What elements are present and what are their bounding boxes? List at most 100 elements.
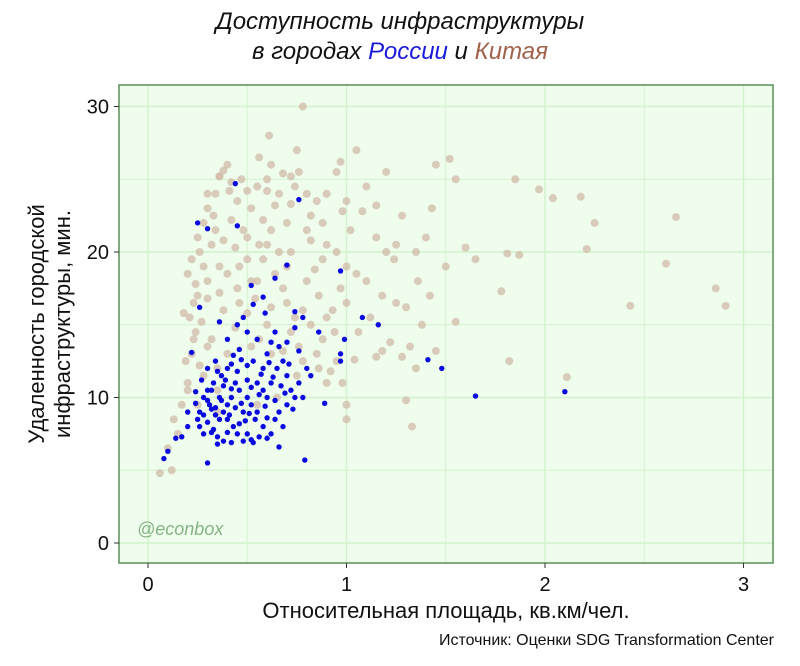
china-point	[322, 378, 331, 387]
china-point	[425, 291, 434, 300]
russia-point	[242, 418, 248, 424]
china-point	[318, 335, 327, 344]
russia-point	[284, 402, 290, 408]
russia-point	[234, 368, 241, 375]
russia-point	[224, 365, 231, 372]
china-point	[354, 328, 363, 337]
russia-point	[204, 419, 211, 425]
x-axis-label: Относительная площадь, кв.км/чел.	[262, 598, 629, 623]
china-point	[223, 160, 232, 169]
china-point	[286, 328, 295, 337]
russia-point	[218, 397, 225, 404]
china-point	[562, 373, 571, 382]
russia-point	[246, 410, 252, 417]
russia-point	[260, 294, 266, 300]
russia-point	[185, 423, 191, 430]
russia-point	[240, 438, 246, 444]
russia-point	[302, 457, 308, 463]
y-axis-label-line1: Удаленность городской	[24, 204, 49, 444]
china-point	[411, 364, 420, 373]
russia-point	[274, 365, 280, 372]
russia-point	[196, 304, 203, 310]
china-point	[251, 294, 260, 303]
chart-title-line2: в городах России и Китая	[0, 37, 800, 67]
russia-point	[250, 301, 256, 308]
china-point	[322, 313, 331, 322]
russia-point	[260, 423, 266, 430]
russia-point	[224, 336, 231, 342]
china-point	[417, 320, 426, 329]
china-point	[203, 294, 212, 303]
china-point	[398, 352, 407, 361]
china-point	[515, 250, 524, 259]
china-point	[298, 102, 307, 111]
china-point	[271, 269, 280, 278]
russia-point	[300, 314, 306, 321]
russia-point	[214, 434, 221, 440]
russia-point	[337, 351, 344, 357]
russia-point	[236, 420, 243, 427]
china-point	[189, 298, 198, 307]
russia-point	[244, 377, 250, 383]
russia-point	[292, 394, 298, 401]
china-point	[203, 342, 212, 351]
china-point	[219, 236, 228, 245]
chart-title-line1: Доступность инфраструктуры	[215, 8, 585, 35]
russia-point	[254, 336, 260, 342]
russia-point	[196, 409, 203, 415]
russia-point	[262, 403, 268, 409]
russia-point	[208, 406, 215, 412]
china-point	[431, 346, 440, 355]
china-point	[318, 255, 327, 264]
russia-point	[260, 365, 266, 372]
russia-point	[248, 282, 254, 289]
china-point	[328, 306, 337, 315]
china-point	[390, 255, 399, 264]
china-point	[503, 249, 512, 258]
china-point	[167, 466, 176, 475]
china-point	[427, 204, 436, 213]
china-point	[312, 197, 321, 206]
russia-point	[204, 387, 211, 393]
russia-point	[276, 343, 282, 350]
china-point	[378, 291, 387, 300]
china-point	[235, 262, 244, 271]
russia-point	[296, 380, 302, 386]
russia-point	[321, 400, 328, 407]
china-point	[183, 269, 192, 278]
china-point	[362, 277, 371, 286]
china-point	[413, 277, 422, 286]
china-point	[203, 277, 212, 286]
china-point	[219, 166, 228, 175]
china-point	[548, 194, 557, 203]
russia-point	[214, 441, 221, 447]
china-point	[278, 346, 287, 355]
china-point	[215, 172, 224, 181]
russia-point	[218, 372, 225, 379]
russia-point	[192, 388, 199, 395]
china-point	[342, 298, 351, 307]
china-point	[271, 201, 280, 210]
russia-point	[210, 380, 217, 386]
china-point	[336, 284, 345, 293]
russia-point	[268, 339, 274, 345]
russia-point	[238, 356, 244, 363]
china-point	[290, 313, 299, 322]
russia-point	[236, 387, 243, 393]
china-point	[189, 335, 198, 344]
china-point	[310, 265, 319, 274]
china-point	[372, 352, 381, 361]
russia-point	[296, 196, 302, 203]
russia-point	[272, 329, 278, 335]
china-point	[195, 361, 204, 370]
title-russia: России	[368, 38, 448, 65]
russia-point	[234, 431, 241, 437]
russia-point	[179, 434, 185, 440]
russia-point	[262, 310, 268, 316]
china-point	[231, 243, 240, 252]
china-point	[590, 218, 599, 227]
russia-point	[304, 365, 310, 372]
china-point	[326, 367, 335, 376]
china-point	[378, 346, 387, 355]
china-point	[267, 349, 276, 358]
